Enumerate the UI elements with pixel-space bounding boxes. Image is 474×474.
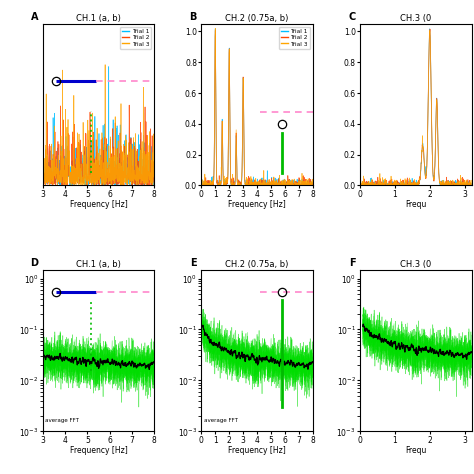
Text: D: D bbox=[30, 258, 38, 268]
Text: A: A bbox=[31, 12, 38, 22]
Text: average FFT: average FFT bbox=[203, 418, 237, 423]
Legend: Trial 1, Trial 2, Trial 3: Trial 1, Trial 2, Trial 3 bbox=[120, 27, 152, 49]
Title: CH.1 (a, b): CH.1 (a, b) bbox=[76, 14, 121, 23]
Text: E: E bbox=[190, 258, 197, 268]
Text: average FFT: average FFT bbox=[45, 418, 79, 423]
Title: CH.1 (a, b): CH.1 (a, b) bbox=[76, 260, 121, 269]
X-axis label: Frequ: Frequ bbox=[405, 446, 427, 455]
Title: CH.2 (0.75a, b): CH.2 (0.75a, b) bbox=[226, 260, 289, 269]
Legend: Trial 1, Trial 2, Trial 3: Trial 1, Trial 2, Trial 3 bbox=[279, 27, 310, 49]
X-axis label: Frequency [Hz]: Frequency [Hz] bbox=[70, 446, 128, 455]
Title: CH.3 (0: CH.3 (0 bbox=[400, 14, 431, 23]
Text: C: C bbox=[348, 12, 356, 22]
X-axis label: Frequency [Hz]: Frequency [Hz] bbox=[70, 200, 128, 209]
Text: F: F bbox=[349, 258, 356, 268]
X-axis label: Frequ: Frequ bbox=[405, 200, 427, 209]
X-axis label: Frequency [Hz]: Frequency [Hz] bbox=[228, 446, 286, 455]
Title: CH.3 (0: CH.3 (0 bbox=[400, 260, 431, 269]
Title: CH.2 (0.75a, b): CH.2 (0.75a, b) bbox=[226, 14, 289, 23]
X-axis label: Frequency [Hz]: Frequency [Hz] bbox=[228, 200, 286, 209]
Text: B: B bbox=[190, 12, 197, 22]
